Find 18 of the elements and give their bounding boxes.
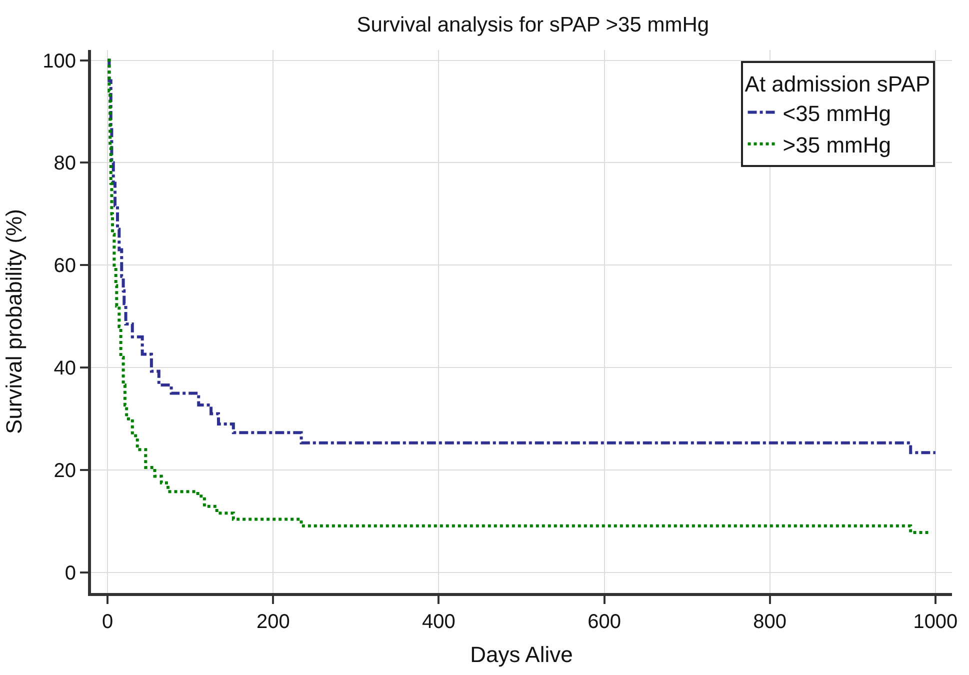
y-tick-label: 0 xyxy=(64,562,76,585)
x-tick-label: 0 xyxy=(102,611,114,633)
legend-label: <35 mmHg xyxy=(782,100,891,126)
y-axis-title: Survival probability (%) xyxy=(1,209,26,434)
x-axis-title: Days Alive xyxy=(470,642,573,667)
legend-title: At admission sPAP xyxy=(744,71,930,96)
x-tick-label: 600 xyxy=(588,611,621,633)
x-tick-label: 800 xyxy=(753,611,787,633)
y-tick-label: 20 xyxy=(54,460,76,482)
chart-title: Survival analysis for sPAP >35 mmHg xyxy=(356,14,710,37)
y-tick-label: 40 xyxy=(54,358,76,380)
y-tick-label: 80 xyxy=(54,152,76,175)
y-tick-label: 60 xyxy=(54,255,76,278)
y-tick-label: 100 xyxy=(42,50,76,72)
x-tick-label: 400 xyxy=(422,611,456,633)
x-tick-label: 1000 xyxy=(913,611,958,633)
legend-label: >35 mmHg xyxy=(782,132,891,158)
x-tick-label: 200 xyxy=(256,611,290,633)
